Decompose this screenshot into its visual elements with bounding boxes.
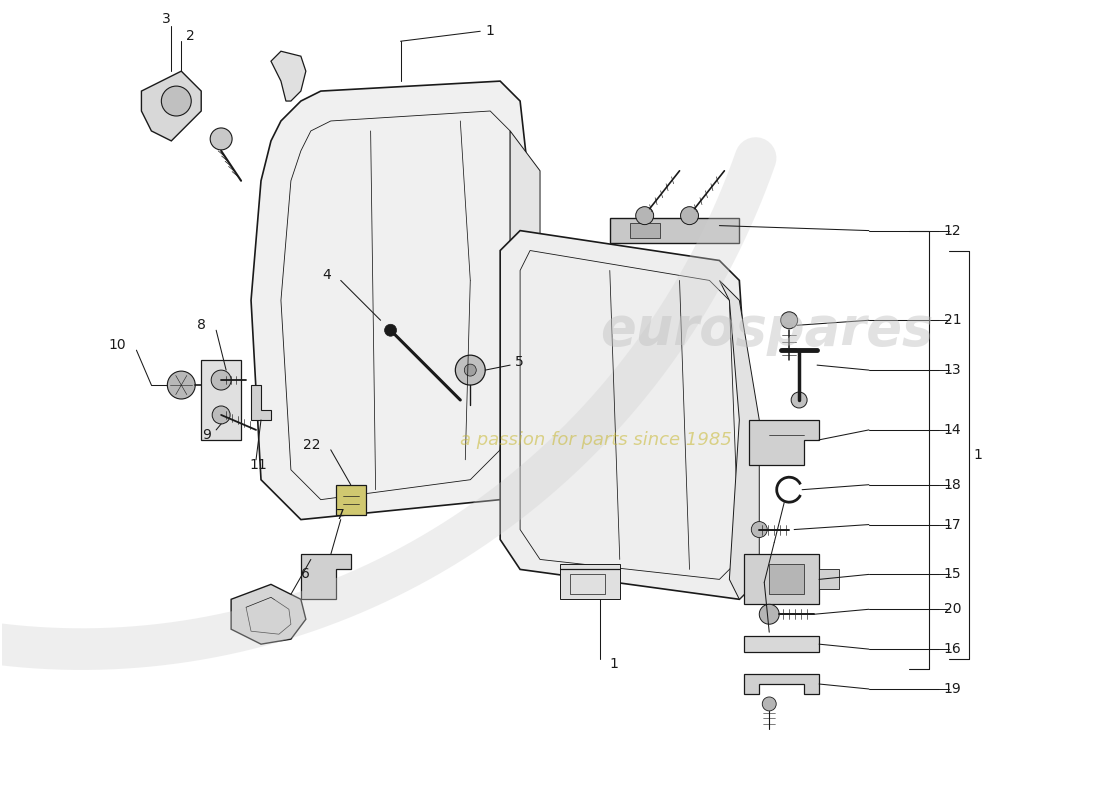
Polygon shape	[500, 131, 540, 460]
Text: 9: 9	[202, 428, 211, 442]
Text: 1: 1	[974, 448, 982, 462]
Circle shape	[751, 522, 767, 538]
Bar	[201, 360, 241, 440]
Circle shape	[455, 355, 485, 385]
Polygon shape	[749, 420, 820, 465]
Text: 5: 5	[515, 355, 524, 369]
Text: 21: 21	[944, 314, 961, 327]
Polygon shape	[745, 636, 820, 652]
Circle shape	[791, 392, 807, 408]
Circle shape	[762, 697, 777, 711]
Text: eurospares: eurospares	[600, 304, 933, 356]
Text: 1: 1	[485, 24, 494, 38]
Polygon shape	[301, 554, 351, 599]
Circle shape	[681, 206, 698, 225]
Text: 6: 6	[301, 567, 310, 582]
Polygon shape	[745, 674, 820, 694]
Text: 1: 1	[609, 657, 618, 671]
Polygon shape	[820, 570, 839, 590]
Text: 22: 22	[304, 438, 321, 452]
Text: 10: 10	[109, 338, 126, 352]
Polygon shape	[231, 584, 306, 644]
Circle shape	[636, 206, 653, 225]
Polygon shape	[271, 51, 306, 101]
Polygon shape	[745, 554, 820, 604]
Text: 14: 14	[944, 423, 961, 437]
Circle shape	[781, 312, 798, 329]
Bar	[570, 574, 605, 594]
Text: 12: 12	[944, 223, 961, 238]
Text: 19: 19	[944, 682, 961, 696]
Bar	[560, 565, 619, 599]
Circle shape	[167, 371, 195, 399]
Circle shape	[212, 406, 230, 424]
Polygon shape	[251, 81, 540, 519]
Circle shape	[759, 604, 779, 624]
Polygon shape	[500, 230, 759, 599]
Bar	[609, 218, 739, 242]
Circle shape	[385, 324, 396, 336]
Bar	[336, 485, 365, 514]
Text: 4: 4	[322, 269, 331, 282]
Text: 20: 20	[944, 602, 961, 616]
Bar	[629, 222, 660, 238]
Text: 8: 8	[197, 318, 206, 332]
Circle shape	[210, 128, 232, 150]
Text: 11: 11	[249, 458, 267, 472]
Text: 7: 7	[337, 508, 345, 522]
Text: 18: 18	[944, 478, 961, 492]
Circle shape	[162, 86, 191, 116]
Text: 3: 3	[162, 12, 170, 26]
Text: 13: 13	[944, 363, 961, 377]
Text: 17: 17	[944, 518, 961, 531]
Polygon shape	[142, 71, 201, 141]
Polygon shape	[251, 385, 271, 420]
Circle shape	[464, 364, 476, 376]
Polygon shape	[719, 281, 759, 599]
Text: 2: 2	[186, 30, 195, 43]
Text: 15: 15	[944, 567, 961, 582]
Bar	[769, 565, 804, 594]
Circle shape	[211, 370, 231, 390]
Text: 16: 16	[944, 642, 961, 656]
Text: a passion for parts since 1985: a passion for parts since 1985	[460, 431, 733, 449]
